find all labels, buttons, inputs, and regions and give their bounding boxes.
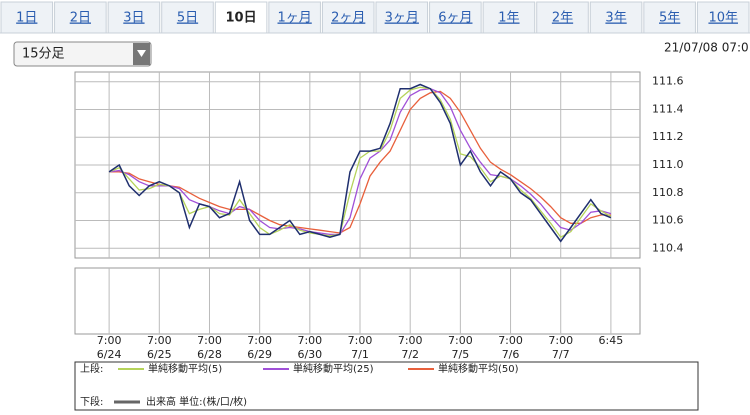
tab[interactable] — [429, 1, 482, 34]
interval-dropdown[interactable] — [13, 41, 152, 67]
x-tick-label: 7:00 — [548, 334, 573, 347]
x-tick-label: 7:00 — [348, 334, 373, 347]
tab[interactable] — [536, 1, 589, 34]
x-tick-label: 7:00 — [147, 334, 172, 347]
legend-entry: 単純移動平均(50) — [438, 362, 519, 375]
tab-label[interactable]: 5年 — [659, 11, 680, 26]
interval-label: 15分足 — [22, 47, 65, 62]
legend-entry: 単純移動平均(25) — [293, 362, 374, 375]
x-tick-date: 7/2 — [401, 348, 419, 361]
tab-label[interactable]: 3日 — [123, 11, 144, 26]
price-line — [108, 83, 612, 243]
x-tick-date: 6/24 — [97, 348, 122, 361]
x-tick-date: 7/5 — [452, 348, 470, 361]
y-tick-label: 110.4 — [652, 241, 684, 254]
tab-label[interactable]: 1ヶ月 — [278, 11, 312, 26]
y-tick-label: 111.0 — [652, 158, 684, 171]
tab[interactable] — [0, 1, 54, 34]
legend-box — [74, 361, 699, 411]
dropdown-arrow — [137, 50, 146, 57]
tab[interactable] — [589, 1, 643, 34]
tab-label[interactable]: 10年 — [708, 11, 738, 26]
tab[interactable] — [321, 1, 375, 34]
x-tick-date: 6/29 — [247, 348, 272, 361]
tab[interactable] — [268, 1, 321, 34]
tab-label[interactable]: 3ヶ月 — [385, 11, 419, 26]
y-tick-label: 111.2 — [652, 130, 684, 143]
x-tick-date: 7/7 — [552, 348, 570, 361]
y-tick-label: 111.6 — [652, 75, 684, 88]
x-tick-date: 6/28 — [197, 348, 222, 361]
legend-label: 下段: — [80, 395, 103, 408]
tab-label[interactable]: 10日 — [226, 11, 257, 26]
tab-label[interactable]: 1年 — [498, 11, 519, 26]
tab-bar: 1日 2日 3日 5日 10日 1ヶ月 2ヶ月 3ヶ月 6ヶ月 1年 2年 3年 5年 10年 — [0, 1, 750, 34]
moving-average-line — [109, 88, 612, 236]
x-tick-date: 6/25 — [147, 348, 172, 361]
tab[interactable] — [214, 1, 268, 34]
x-tick-date: 7/1 — [351, 348, 369, 361]
x-tick-date: 7/6 — [502, 348, 520, 361]
volume-panel — [74, 267, 641, 335]
moving-average-line — [109, 90, 611, 234]
legend-entry: 単純移動平均(5) — [148, 362, 222, 375]
x-tick-date: 6/30 — [297, 348, 322, 361]
x-tick-label: 7:00 — [97, 334, 122, 347]
y-tick-label: 111.4 — [652, 102, 684, 115]
x-tick-label: 7:00 — [297, 334, 322, 347]
x-tick-label: 7:00 — [448, 334, 473, 347]
tab-label[interactable]: 5日 — [177, 11, 198, 26]
y-tick-label: 110.8 — [652, 186, 684, 199]
tab-label[interactable]: 2年 — [552, 11, 573, 26]
tab-label[interactable]: 3年 — [605, 11, 626, 26]
x-tick-label: 7:00 — [498, 334, 523, 347]
tab-label[interactable]: 6ヶ月 — [438, 11, 472, 26]
x-tick-label: 7:00 — [398, 334, 423, 347]
moving-average-line — [108, 86, 612, 239]
tab[interactable] — [54, 1, 107, 34]
timestamp: 21/07/08 07:0 — [664, 41, 749, 55]
tab[interactable] — [161, 1, 214, 34]
tab[interactable] — [696, 1, 750, 34]
y-tick-label: 110.6 — [652, 214, 684, 227]
tab-label[interactable]: 1日 — [16, 11, 37, 26]
tab[interactable] — [375, 1, 429, 34]
x-tick-label: 7:00 — [197, 334, 222, 347]
legend-label: 上段: — [80, 362, 103, 375]
x-tick-label: 7:00 — [247, 334, 272, 347]
legend-entry: 出来高 単位:(株/口/枚) — [146, 395, 247, 408]
tab[interactable] — [107, 1, 161, 34]
tab-label[interactable]: 2ヶ月 — [331, 11, 365, 26]
tab[interactable] — [482, 1, 536, 34]
x-tick-label: 6:45 — [599, 334, 624, 347]
tab-label[interactable]: 2日 — [70, 11, 91, 26]
